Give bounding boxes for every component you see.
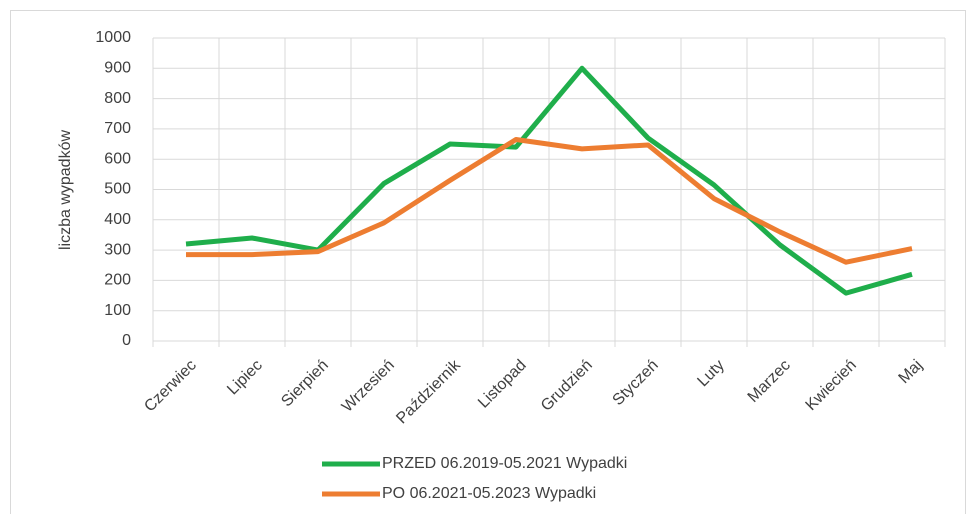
chart-frame	[10, 10, 966, 514]
y-tick-label: 300	[104, 241, 131, 258]
y-tick-label: 500	[104, 181, 131, 198]
y-tick-label: 400	[104, 211, 131, 228]
y-tick-label: 1000	[95, 29, 131, 46]
y-tick-label: 800	[104, 90, 131, 107]
y-tick-label: 700	[104, 120, 131, 137]
y-tick-label: 200	[104, 272, 131, 289]
legend-label: PO 06.2021-05.2023 Wypadki	[382, 485, 596, 502]
y-tick-label: 0	[122, 332, 131, 349]
series-line	[185, 65, 913, 296]
y-axis-label: liczba wypadków	[57, 130, 74, 251]
y-tick-label: 900	[104, 60, 131, 77]
series-line	[186, 137, 913, 265]
legend-label: PRZED 06.2019-05.2021 Wypadki	[382, 455, 627, 472]
y-tick-label: 600	[104, 150, 131, 167]
y-tick-label: 100	[104, 302, 131, 319]
